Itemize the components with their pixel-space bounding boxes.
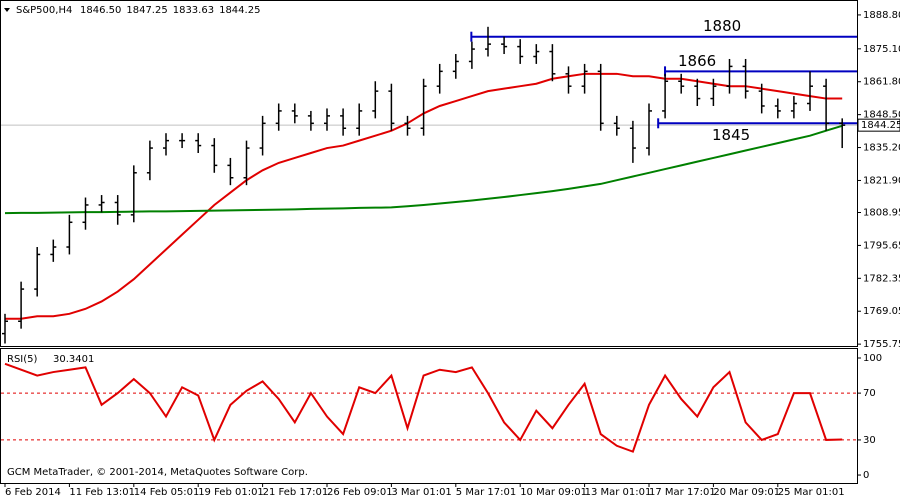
y-tick-label: 1821.90	[863, 175, 900, 186]
header-value: 1844.25	[219, 5, 260, 16]
level-label: 1866	[678, 52, 716, 70]
rsi-last-value: 30.3401	[53, 354, 94, 365]
x-tick-label: 19 Feb 01:01	[198, 487, 264, 498]
x-tick-label: 20 Mar 09:01	[713, 487, 780, 498]
header-value: 1846.50	[80, 5, 121, 16]
price-tag-label: 1844.25	[861, 120, 900, 131]
x-tick-label: 17 Mar 17:01	[649, 487, 716, 498]
y-tick-label: 1755.75	[863, 339, 900, 350]
chart-title: S&P500,H4	[16, 5, 72, 16]
x-tick-label: 10 Mar 09:01	[520, 487, 587, 498]
x-tick-label: 3 Mar 01:01	[391, 487, 451, 498]
x-tick-label: 6 Feb 2014	[5, 487, 61, 498]
rsi-title: RSI(5)	[7, 354, 38, 365]
y-tick-label: 1888.80	[863, 10, 900, 21]
price-tag	[857, 118, 900, 132]
rsi-y-tick-label: 70	[863, 388, 876, 399]
y-tick-label: 1835.20	[863, 143, 900, 154]
y-tick-label: 1782.35	[863, 273, 900, 284]
rsi-y-tick-label: 0	[863, 470, 869, 481]
y-tick-label: 1769.05	[863, 306, 900, 317]
y-tick-label: 1875.10	[863, 44, 900, 55]
main-panel-frame	[0, 0, 858, 347]
x-tick-label: 25 Mar 01:01	[778, 487, 845, 498]
rsi-y-tick-label: 30	[863, 435, 876, 446]
x-tick-label: 21 Feb 17:01	[263, 487, 329, 498]
y-tick-label: 1795.65	[863, 240, 900, 251]
header-value: 1833.63	[173, 5, 214, 16]
menu-arrow[interactable]	[4, 8, 10, 12]
level-label: 1880	[703, 17, 741, 35]
rsi-panel-frame	[0, 348, 858, 484]
header-value: 1847.25	[126, 5, 167, 16]
x-tick-label: 26 Feb 09:01	[327, 487, 393, 498]
rsi-y-tick-label: 100	[863, 353, 882, 364]
x-tick-label: 5 Mar 17:01	[456, 487, 516, 498]
x-tick-label: 13 Mar 01:01	[585, 487, 652, 498]
y-tick-label: 1848.50	[863, 110, 900, 121]
level-label: 1845	[712, 126, 750, 144]
rsi-line	[4, 362, 843, 453]
x-tick-label: 11 Feb 13:01	[69, 487, 135, 498]
copyright: GCM MetaTrader, © 2001-2014, MetaQuotes …	[7, 467, 308, 478]
x-tick-label: 14 Feb 05:01	[134, 487, 200, 498]
y-tick-label: 1861.80	[863, 77, 900, 88]
moving-average	[4, 124, 843, 215]
y-tick-label: 1808.95	[863, 208, 900, 219]
